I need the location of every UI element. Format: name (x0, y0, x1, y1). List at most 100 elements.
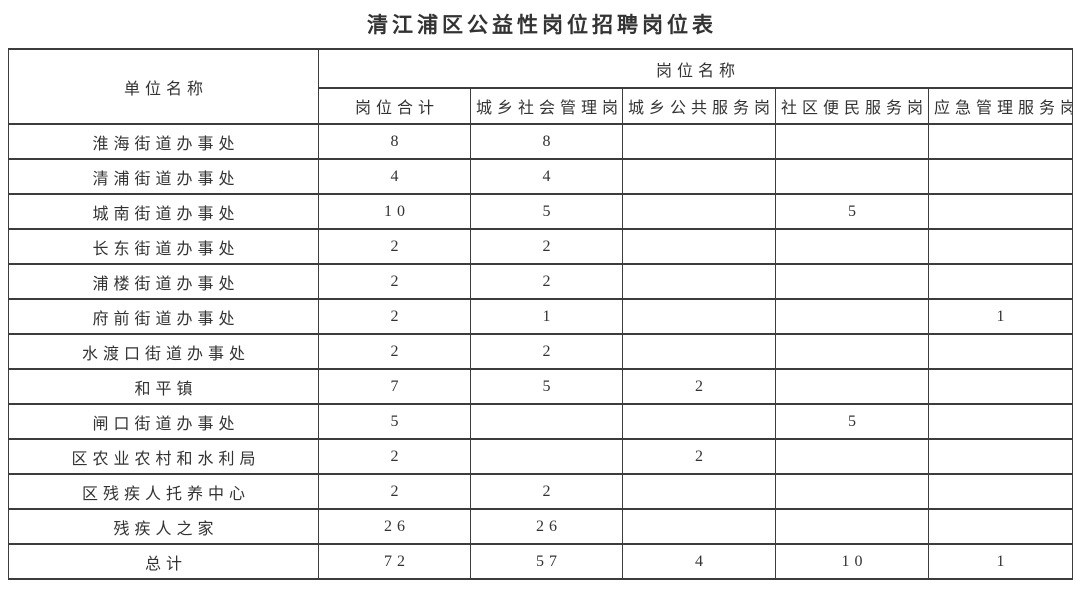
value-cell (622, 333, 776, 370)
value-cell (775, 228, 929, 265)
value-cell (927, 368, 1074, 405)
value-cell (622, 158, 776, 195)
table-row: 城南街道办事处 10 5 5 (8, 193, 1074, 230)
value-cell: 2 (318, 263, 471, 300)
value-cell: 8 (318, 123, 471, 160)
value-cell (927, 158, 1074, 195)
value-cell (927, 228, 1074, 265)
unit-name-header: 单位名称 (8, 48, 319, 125)
table-row: 闸口街道办事处 5 5 (8, 403, 1074, 440)
unit-cell: 区农业农村和水利局 (8, 438, 319, 475)
page: 清江浦区公益性岗位招聘岗位表 单位名称 岗位名称 岗位合计 城乡社会管理岗 城乡公共… (0, 9, 1080, 580)
unit-cell: 城南街道办事处 (8, 193, 319, 230)
unit-cell: 水渡口街道办事处 (8, 333, 319, 370)
value-cell: 7 (318, 368, 471, 405)
value-cell (775, 368, 929, 405)
value-cell (927, 333, 1074, 370)
value-cell: 10 (318, 193, 471, 230)
table-header: 单位名称 岗位名称 岗位合计 城乡社会管理岗 城乡公共服务岗 社区便民服务岗 应急管理服… (8, 48, 1074, 125)
value-cell (470, 438, 623, 475)
value-cell: 4 (318, 158, 471, 195)
column-header: 城乡社会管理岗 (470, 87, 623, 125)
value-cell: 4 (622, 543, 776, 580)
unit-cell: 淮海街道办事处 (8, 123, 319, 160)
table-body: 淮海街道办事处 8 8 清浦街道办事处 4 4 城南街道办事处 10 5 5 长东街道办事处 2 2 浦楼… (8, 123, 1074, 580)
value-cell: 5 (318, 403, 471, 440)
value-cell: 2 (622, 368, 776, 405)
value-cell (622, 263, 776, 300)
value-cell: 8 (470, 123, 623, 160)
unit-cell: 长东街道办事处 (8, 228, 319, 265)
unit-cell: 府前街道办事处 (8, 298, 319, 335)
total-row: 总计 72 57 4 10 1 (8, 543, 1074, 580)
table-row: 淮海街道办事处 8 8 (8, 123, 1074, 160)
value-cell (927, 473, 1074, 510)
value-cell (927, 123, 1074, 160)
value-cell (622, 298, 776, 335)
column-header: 岗位合计 (318, 87, 471, 125)
value-cell (622, 123, 776, 160)
value-cell: 10 (775, 543, 929, 580)
table-row: 区残疾人托养中心 2 2 (8, 473, 1074, 510)
unit-cell: 和平镇 (8, 368, 319, 405)
value-cell (775, 263, 929, 300)
value-cell: 2 (318, 473, 471, 510)
position-group-header: 岗位名称 (317, 48, 1074, 89)
header-columns-row: 岗位合计 城乡社会管理岗 城乡公共服务岗 社区便民服务岗 应急管理服务岗 (9, 87, 1074, 125)
unit-cell: 残疾人之家 (8, 508, 319, 545)
column-header: 应急管理服务岗 (927, 87, 1074, 125)
value-cell (622, 473, 776, 510)
table-row: 府前街道办事处 2 1 1 (8, 298, 1074, 335)
value-cell (622, 508, 776, 545)
value-cell: 2 (318, 228, 471, 265)
value-cell: 2 (318, 438, 471, 475)
value-cell (622, 228, 776, 265)
table-row: 长东街道办事处 2 2 (8, 228, 1074, 265)
unit-cell: 总计 (8, 543, 319, 580)
value-cell: 1 (470, 298, 623, 335)
unit-cell: 清浦街道办事处 (8, 158, 319, 195)
unit-cell: 浦楼街道办事处 (8, 263, 319, 300)
value-cell: 57 (470, 543, 623, 580)
value-cell: 2 (622, 438, 776, 475)
table-row: 浦楼街道办事处 2 2 (8, 263, 1074, 300)
value-cell (775, 158, 929, 195)
value-cell (775, 333, 929, 370)
value-cell: 2 (470, 333, 623, 370)
value-cell (775, 438, 929, 475)
table-row: 和平镇 7 5 2 (8, 368, 1074, 405)
value-cell (775, 508, 929, 545)
recruitment-table: 单位名称 岗位名称 岗位合计 城乡社会管理岗 城乡公共服务岗 社区便民服务岗 应急管理服… (8, 48, 1074, 580)
table-row: 水渡口街道办事处 2 2 (8, 333, 1074, 370)
value-cell (927, 438, 1074, 475)
value-cell (927, 263, 1074, 300)
value-cell (622, 193, 776, 230)
header-group-row: 单位名称 岗位名称 (8, 48, 1074, 125)
value-cell (622, 403, 776, 440)
value-cell: 2 (470, 263, 623, 300)
value-cell: 72 (318, 543, 471, 580)
value-cell: 5 (470, 193, 623, 230)
value-cell: 5 (775, 193, 929, 230)
value-cell: 26 (318, 508, 471, 545)
value-cell: 2 (318, 333, 471, 370)
value-cell: 26 (470, 508, 623, 545)
table-row: 清浦街道办事处 4 4 (8, 158, 1074, 195)
value-cell (775, 298, 929, 335)
table-row: 区农业农村和水利局 2 2 (8, 438, 1074, 475)
value-cell: 4 (470, 158, 623, 195)
table-row: 残疾人之家 26 26 (8, 508, 1074, 545)
value-cell (927, 193, 1074, 230)
column-header: 城乡公共服务岗 (622, 87, 776, 125)
value-cell: 1 (927, 298, 1074, 335)
unit-cell: 闸口街道办事处 (8, 403, 319, 440)
value-cell (775, 123, 929, 160)
page-title: 清江浦区公益性岗位招聘岗位表 (367, 13, 717, 37)
value-cell (470, 403, 623, 440)
column-header: 社区便民服务岗 (775, 87, 929, 125)
unit-cell: 区残疾人托养中心 (8, 473, 319, 510)
value-cell (927, 403, 1074, 440)
value-cell: 1 (927, 543, 1074, 580)
value-cell: 2 (318, 298, 471, 335)
value-cell: 2 (470, 473, 623, 510)
